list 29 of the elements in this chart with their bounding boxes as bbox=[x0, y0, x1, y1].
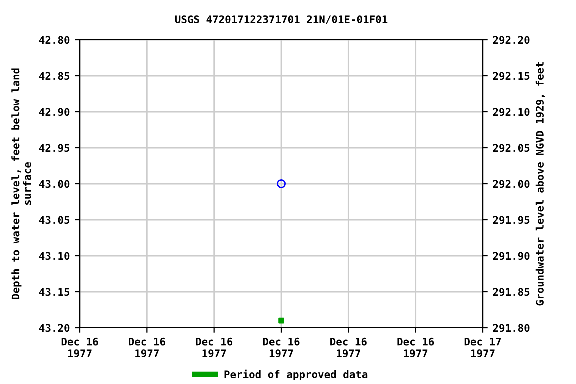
x-tick-label: Dec 16 1977 bbox=[263, 338, 300, 358]
y2-tick-label: 291.90 bbox=[493, 252, 530, 260]
x-tick-label: Dec 16 1977 bbox=[196, 338, 233, 358]
y2-axis-title: Groundwater level above NGVD 1929, feet bbox=[536, 62, 546, 306]
y2-tick-label: 292.10 bbox=[493, 108, 530, 116]
y2-tick-label: 291.80 bbox=[493, 324, 530, 332]
y-tick-label: 43.05 bbox=[39, 216, 70, 224]
y-tick-label: 42.80 bbox=[39, 36, 70, 44]
y-tick-label: 42.95 bbox=[39, 144, 70, 152]
y2-tick-label: 292.20 bbox=[493, 36, 530, 44]
y2-tick-label: 291.95 bbox=[493, 216, 530, 224]
y-tick-label: 42.90 bbox=[39, 108, 70, 116]
y2-tick-label: 292.00 bbox=[493, 180, 530, 188]
y-tick-label: 43.15 bbox=[39, 288, 70, 296]
y2-tick-label: 292.15 bbox=[493, 72, 530, 80]
y2-tick-label: 292.05 bbox=[493, 144, 530, 152]
chart-title: USGS 472017122371701 21N/01E-01F01 bbox=[175, 16, 388, 24]
y-axis-title: Depth to water level, feet below land surface bbox=[12, 68, 32, 300]
y-tick-label: 43.20 bbox=[39, 324, 70, 332]
y-tick-label: 42.85 bbox=[39, 72, 70, 80]
x-tick-label: Dec 17 1977 bbox=[464, 338, 502, 358]
y-tick-label: 43.10 bbox=[39, 252, 70, 260]
y-tick-label: 43.00 bbox=[39, 180, 70, 188]
x-tick-label: Dec 16 1977 bbox=[62, 338, 98, 358]
x-tick-label: Dec 16 1977 bbox=[330, 338, 367, 358]
x-tick-label: Dec 16 1977 bbox=[129, 338, 166, 358]
y2-tick-label: 291.85 bbox=[493, 288, 530, 296]
x-tick-label: Dec 16 1977 bbox=[398, 338, 434, 358]
legend-label: Period of approved data bbox=[224, 370, 368, 380]
